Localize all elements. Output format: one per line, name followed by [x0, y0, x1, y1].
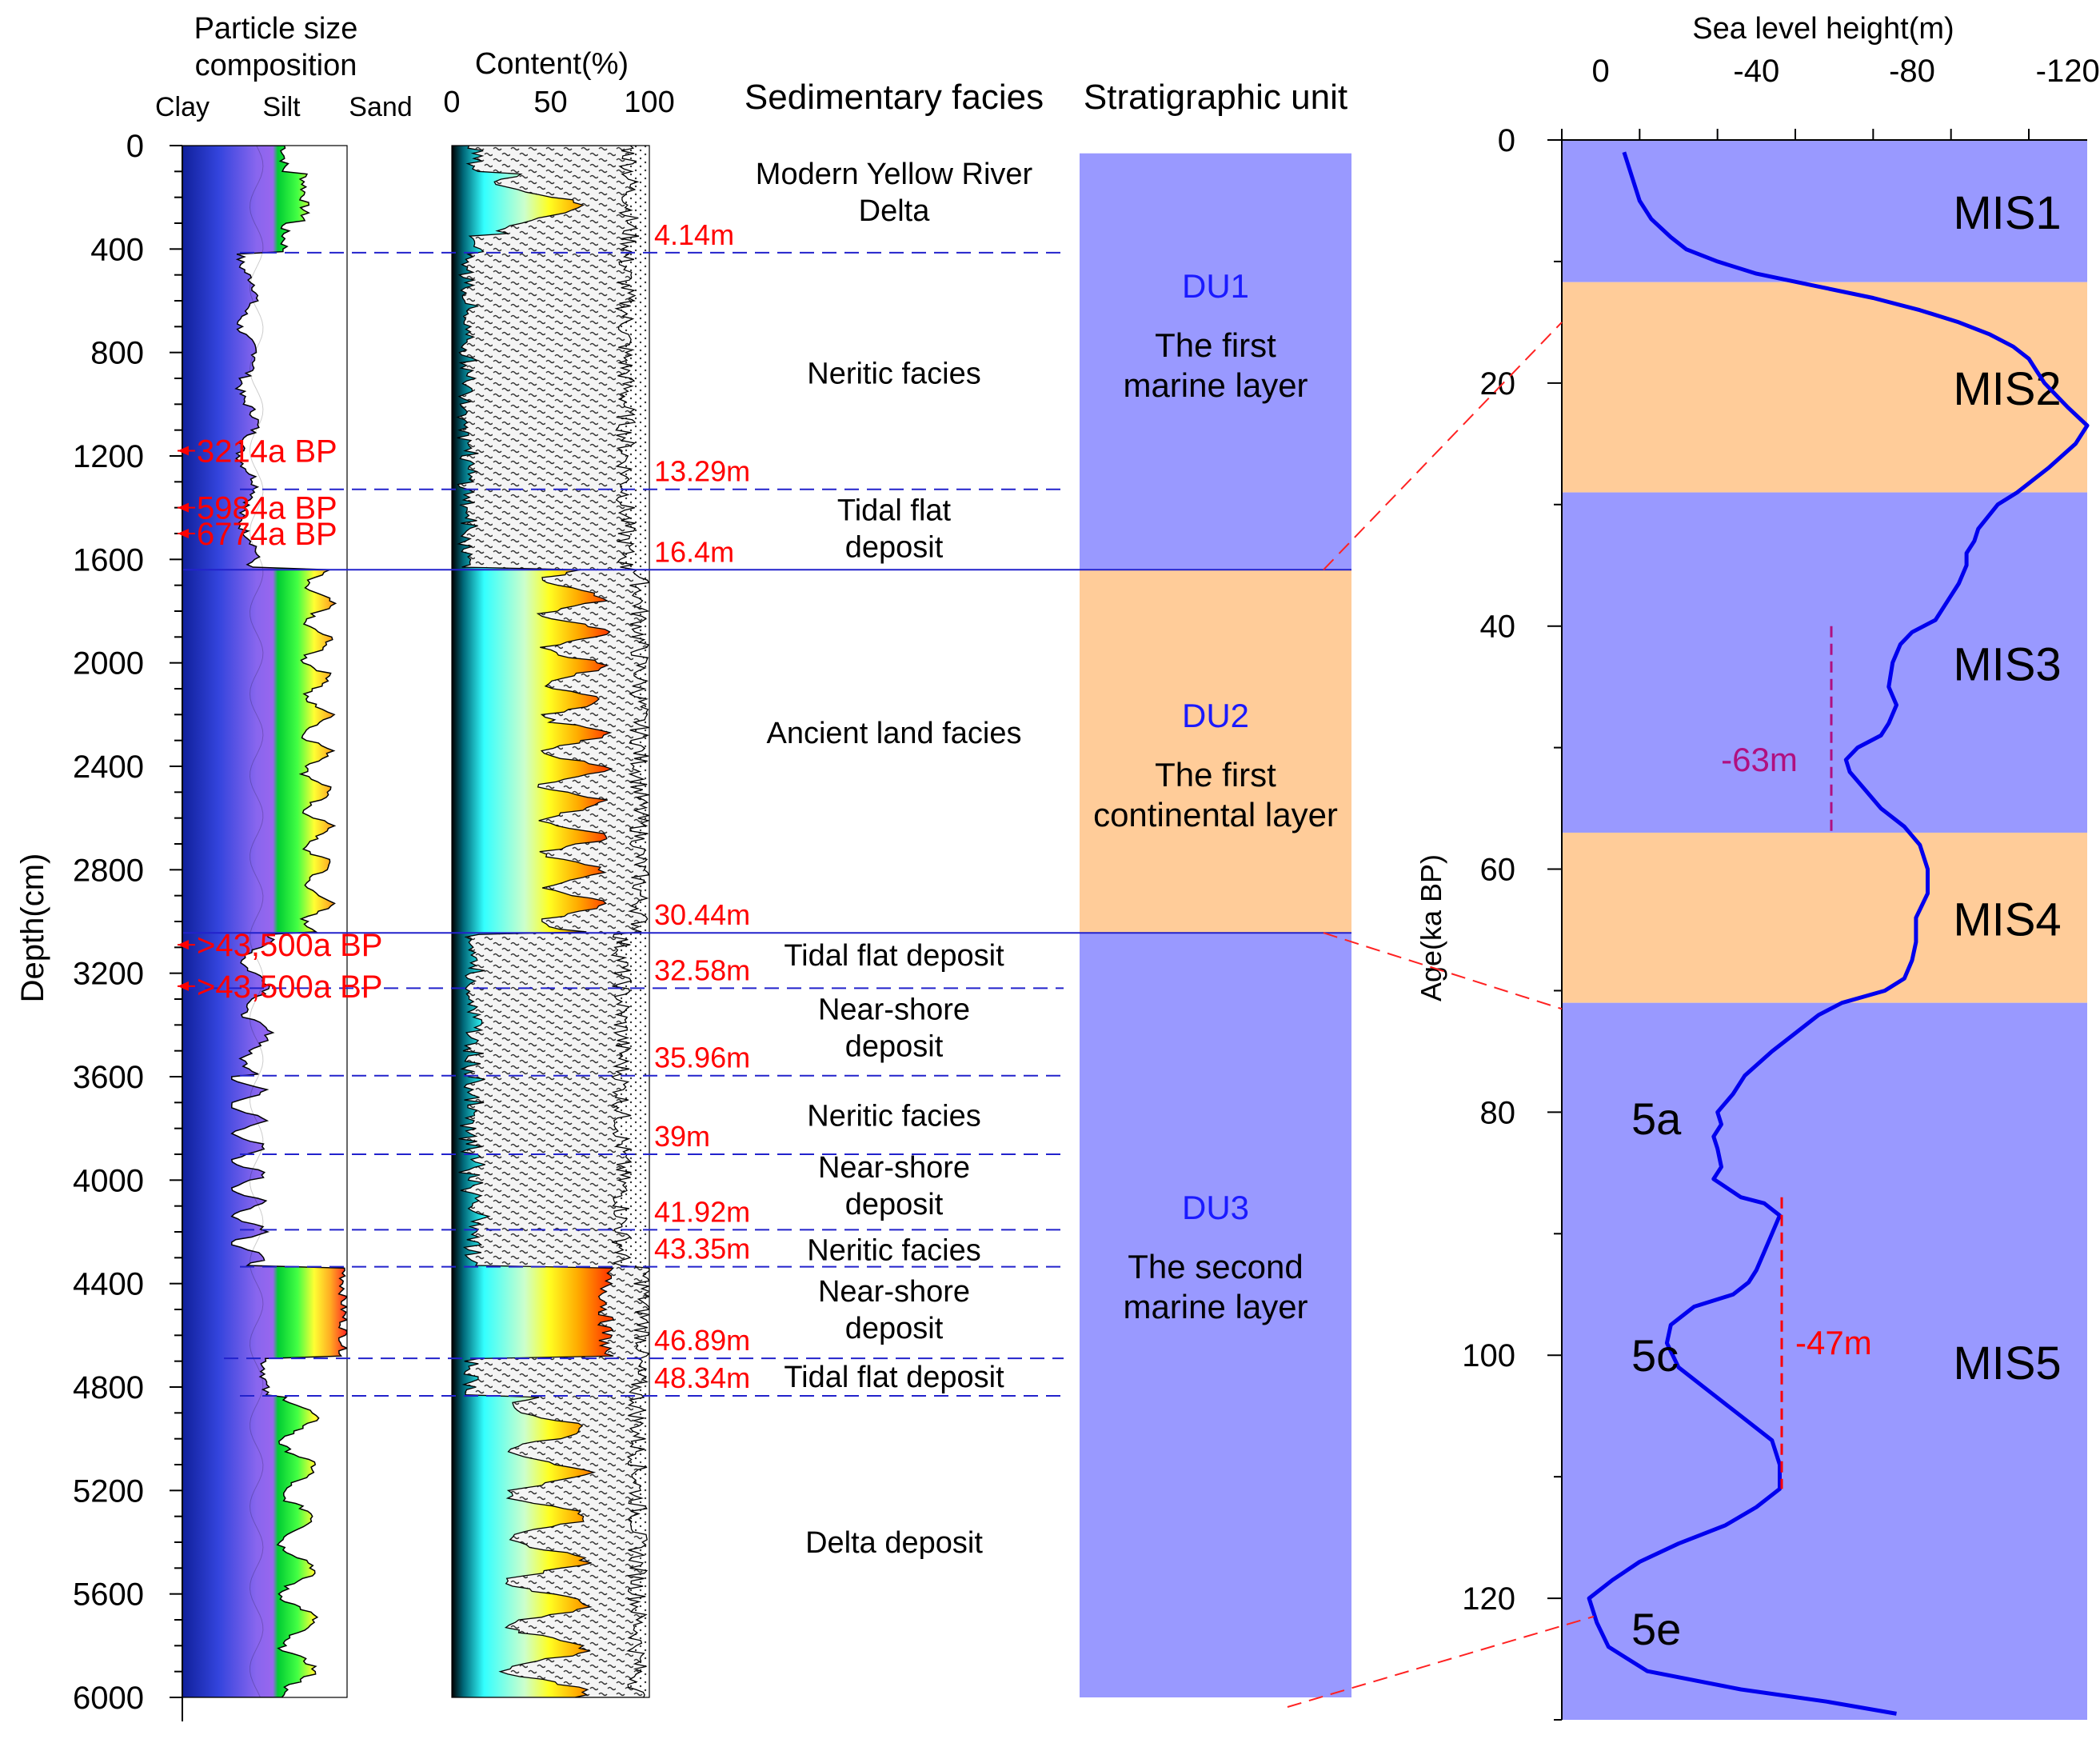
age-tick-label: 40	[1480, 610, 1516, 645]
facies-label: Near-shore	[818, 993, 970, 1027]
unit-description: marine layer	[1123, 1288, 1308, 1325]
particle-class-label: Sand	[349, 92, 412, 122]
depth-tick-label: 2800	[73, 853, 144, 888]
particle-title-line2: composition	[195, 49, 357, 82]
facies-label: Tidal flat	[837, 494, 952, 528]
age-tick-label: 100	[1462, 1338, 1515, 1373]
content-column	[452, 146, 649, 1697]
content-title: Content(%)	[475, 47, 629, 81]
age-tick-label: 120	[1462, 1581, 1515, 1617]
boundary-depth-label: 48.34m	[654, 1361, 750, 1394]
depth-tick-label: 1600	[73, 542, 144, 578]
facies-label: deposit	[845, 1312, 944, 1345]
boundary-depth-label: 13.29m	[654, 455, 750, 488]
depth-tick-label: 5600	[73, 1577, 144, 1613]
depth-tick-label: 6000	[73, 1681, 144, 1716]
sea-level-tick-label: -80	[1889, 54, 1935, 89]
age-axis-title: Age(ka BP)	[1415, 854, 1447, 1001]
sea-level-tick-label: -40	[1733, 54, 1779, 89]
facies-label: Neritic facies	[807, 1234, 981, 1268]
facies-label: Delta	[859, 194, 931, 228]
facies-label: Modern Yellow River	[756, 158, 1033, 191]
facies-label: deposit	[845, 1030, 944, 1064]
age-tick-label: 60	[1480, 853, 1516, 888]
date-label: >43,500a BP	[197, 928, 382, 963]
facies-label: Tidal flat deposit	[784, 1361, 1004, 1394]
facies-label: Near-shore	[818, 1151, 970, 1185]
facies-header: Sedimentary facies	[745, 78, 1044, 117]
depth-tick-label: 1200	[73, 439, 144, 474]
unit-band	[1080, 570, 1351, 933]
depth-tick-label: 400	[90, 232, 144, 267]
depth-tick-label: 5200	[73, 1473, 144, 1509]
depth-tick-label: 800	[90, 336, 144, 371]
core-profile-panel: DU1The firstmarine layerDU2The firstcont…	[15, 12, 1351, 1721]
content-tick-label: 0	[443, 86, 460, 119]
annotation-label: -47m	[1795, 1324, 1872, 1361]
unit-description: continental layer	[1093, 796, 1338, 834]
date-label: >43,500a BP	[197, 969, 382, 1005]
unit-description: The first	[1155, 326, 1276, 364]
depth-tick-label: 3600	[73, 1060, 144, 1095]
facies-label: Neritic facies	[807, 358, 981, 391]
facies-label: Delta deposit	[805, 1526, 983, 1560]
boundary-depth-label: 39m	[654, 1120, 710, 1153]
date-label: 6774a BP	[197, 517, 337, 552]
sea-level-panel: MIS1 MIS2 MIS3 MIS4 MIS5 0 20 40 60 80 100 120 0 -40 -…	[1415, 12, 2100, 1720]
particle-column	[182, 146, 347, 1697]
content-tick-label: 100	[624, 86, 674, 119]
age-tick-label: 0	[1498, 123, 1515, 158]
mis-label: MIS2	[1953, 363, 2061, 415]
sea-level-tick-label: 0	[1592, 54, 1610, 89]
facies-label: Neritic facies	[807, 1100, 981, 1133]
annotation-label: -63m	[1721, 741, 1798, 778]
unit-description: marine layer	[1123, 366, 1308, 404]
age-tick-label: 20	[1480, 366, 1516, 402]
particle-class-label: Clay	[155, 92, 210, 122]
facies-label: deposit	[845, 1188, 944, 1221]
boundary-depth-label: 30.44m	[654, 898, 750, 931]
particle-title-line1: Particle size	[194, 12, 358, 46]
mis-label: MIS1	[1953, 187, 2061, 239]
depth-axis-title: Depth(cm)	[15, 854, 50, 1003]
depth-tick-label: 3200	[73, 957, 144, 992]
core-and-sea-level-figure: DU1The firstmarine layerDU2The firstcont…	[0, 0, 2100, 1743]
depth-tick-label: 2000	[73, 646, 144, 682]
facies-label: Near-shore	[818, 1275, 970, 1309]
boundary-depth-label: 16.4m	[654, 535, 734, 568]
unit-name: DU2	[1182, 697, 1249, 734]
boundary-depth-label: 32.58m	[654, 953, 750, 986]
sea-level-tick-label: -120	[2036, 54, 2100, 89]
depth-tick-label: 0	[126, 129, 144, 164]
boundary-depth-label: 43.35m	[654, 1233, 750, 1265]
correlation-line	[1323, 322, 1562, 570]
sea-level-axis-title: Sea level height(m)	[1692, 12, 1954, 46]
facies-label: Ancient land facies	[767, 717, 1022, 750]
facies-label: deposit	[845, 531, 944, 565]
boundary-depth-label: 46.89m	[654, 1324, 750, 1357]
unit-name: DU1	[1182, 267, 1249, 305]
boundary-depth-label: 41.92m	[654, 1195, 750, 1228]
boundary-depth-label: 4.14m	[654, 218, 734, 251]
date-label: 3214a BP	[197, 434, 337, 470]
unit-description: The second	[1128, 1248, 1303, 1285]
depth-tick-label: 2400	[73, 750, 144, 785]
depth-tick-label: 4800	[73, 1370, 144, 1405]
boundary-depth-label: 35.96m	[654, 1041, 750, 1074]
facies-label: Tidal flat deposit	[784, 939, 1004, 973]
unit-name: DU3	[1182, 1189, 1249, 1226]
content-tick-label: 50	[533, 86, 567, 119]
mis-label: MIS3	[1953, 638, 2061, 690]
unit-description: The first	[1155, 756, 1276, 794]
substage-label: 5e	[1631, 1604, 1681, 1654]
age-tick-label: 80	[1480, 1095, 1516, 1130]
unit-header: Stratigraphic unit	[1084, 78, 1347, 117]
depth-tick-label: 4400	[73, 1267, 144, 1302]
particle-class-label: Silt	[262, 92, 301, 122]
depth-tick-label: 4000	[73, 1163, 144, 1198]
substage-label: 5a	[1631, 1093, 1682, 1144]
mis-label: MIS4	[1953, 893, 2061, 945]
substage-label: 5c	[1631, 1330, 1679, 1381]
mis-label: MIS5	[1953, 1337, 2061, 1389]
